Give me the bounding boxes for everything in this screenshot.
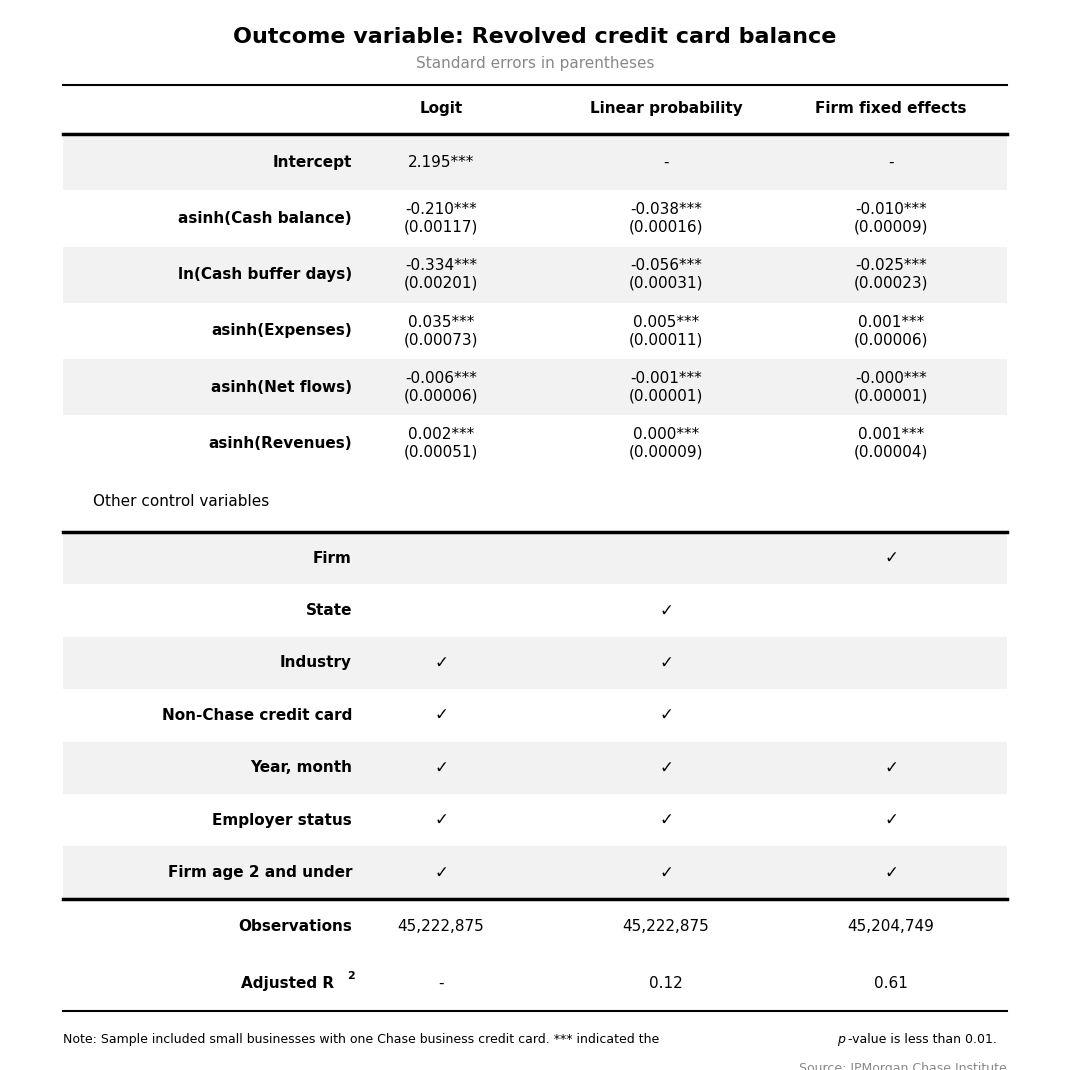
Text: ✓: ✓	[659, 706, 673, 724]
Text: ✓: ✓	[659, 601, 673, 620]
Text: Year, month: Year, month	[250, 760, 352, 776]
Text: 45,204,749: 45,204,749	[847, 919, 934, 934]
Text: Observations: Observations	[239, 919, 352, 934]
Bar	[63, 846, 1007, 899]
Text: Linear probability: Linear probability	[590, 102, 743, 117]
Text: -: -	[888, 154, 893, 169]
Text: ✓: ✓	[659, 759, 673, 777]
Text: ✓: ✓	[434, 706, 448, 724]
Text: ln(Cash buffer days): ln(Cash buffer days)	[178, 268, 352, 282]
Text: 0.001***
(0.00004): 0.001*** (0.00004)	[854, 427, 928, 460]
Text: 0.000***
(0.00009): 0.000*** (0.00009)	[629, 427, 703, 460]
Text: Standard errors in parentheses: Standard errors in parentheses	[416, 56, 654, 71]
Text: Firm: Firm	[314, 551, 352, 566]
Text: 45,222,875: 45,222,875	[623, 919, 709, 934]
Text: ✓: ✓	[659, 863, 673, 882]
Text: -0.010***
(0.00009): -0.010*** (0.00009)	[854, 202, 929, 234]
Text: ✓: ✓	[434, 654, 448, 672]
Text: ✓: ✓	[434, 759, 448, 777]
Text: ✓: ✓	[434, 811, 448, 829]
Text: -0.038***
(0.00016): -0.038*** (0.00016)	[629, 202, 703, 234]
Text: 2.195***: 2.195***	[408, 154, 474, 169]
Bar	[63, 637, 1007, 689]
Text: Employer status: Employer status	[212, 812, 352, 827]
Text: ✓: ✓	[659, 654, 673, 672]
Text: Firm fixed effects: Firm fixed effects	[815, 102, 967, 117]
Text: -0.056***
(0.00031): -0.056*** (0.00031)	[629, 259, 703, 291]
Text: ✓: ✓	[884, 759, 898, 777]
Text: -: -	[439, 976, 444, 991]
Text: ✓: ✓	[659, 811, 673, 829]
Text: Outcome variable: Revolved credit card balance: Outcome variable: Revolved credit card b…	[233, 27, 837, 47]
Bar	[63, 246, 1007, 303]
Text: ✓: ✓	[884, 811, 898, 829]
Text: Note: Sample included small businesses with one Chase business credit card. *** : Note: Sample included small businesses w…	[63, 1033, 663, 1045]
Text: 2: 2	[347, 972, 355, 981]
Bar	[63, 134, 1007, 190]
Text: 0.035***
(0.00073): 0.035*** (0.00073)	[403, 315, 478, 347]
Bar	[63, 360, 1007, 415]
Text: ✓: ✓	[434, 863, 448, 882]
Text: 0.12: 0.12	[649, 976, 683, 991]
Bar	[63, 742, 1007, 794]
Text: Adjusted R: Adjusted R	[241, 976, 334, 991]
Text: -0.210***
(0.00117): -0.210*** (0.00117)	[403, 202, 478, 234]
Text: -0.000***
(0.00001): -0.000*** (0.00001)	[854, 371, 928, 403]
Text: ✓: ✓	[884, 863, 898, 882]
Text: Firm age 2 and under: Firm age 2 and under	[168, 865, 352, 880]
Bar	[63, 532, 1007, 584]
Text: 0.005***
(0.00011): 0.005*** (0.00011)	[629, 315, 703, 347]
Text: 0.002***
(0.00051): 0.002*** (0.00051)	[403, 427, 478, 460]
Text: asinh(Cash balance): asinh(Cash balance)	[179, 211, 352, 226]
Text: ✓: ✓	[884, 549, 898, 567]
Text: Logit: Logit	[419, 102, 462, 117]
Text: 45,222,875: 45,222,875	[398, 919, 485, 934]
Text: asinh(Revenues): asinh(Revenues)	[209, 437, 352, 452]
Text: State: State	[306, 603, 352, 618]
Text: Non-Chase credit card: Non-Chase credit card	[162, 708, 352, 723]
Text: 0.001***
(0.00006): 0.001*** (0.00006)	[854, 315, 929, 347]
Text: Intercept: Intercept	[273, 154, 352, 169]
Text: asinh(Net flows): asinh(Net flows)	[211, 380, 352, 395]
Text: -0.334***
(0.00201): -0.334*** (0.00201)	[403, 259, 478, 291]
Text: p: p	[838, 1033, 845, 1045]
Text: asinh(Expenses): asinh(Expenses)	[211, 323, 352, 338]
Text: -value is less than 0.01.: -value is less than 0.01.	[847, 1033, 996, 1045]
Text: Industry: Industry	[280, 656, 352, 671]
Text: -: -	[663, 154, 669, 169]
Text: -0.006***
(0.00006): -0.006*** (0.00006)	[403, 371, 478, 403]
Text: -0.025***
(0.00023): -0.025*** (0.00023)	[854, 259, 929, 291]
Text: 0.61: 0.61	[874, 976, 908, 991]
Text: Other control variables: Other control variables	[93, 494, 270, 509]
Text: Source: JPMorgan Chase Institute: Source: JPMorgan Chase Institute	[799, 1061, 1007, 1070]
Text: -0.001***
(0.00001): -0.001*** (0.00001)	[629, 371, 703, 403]
